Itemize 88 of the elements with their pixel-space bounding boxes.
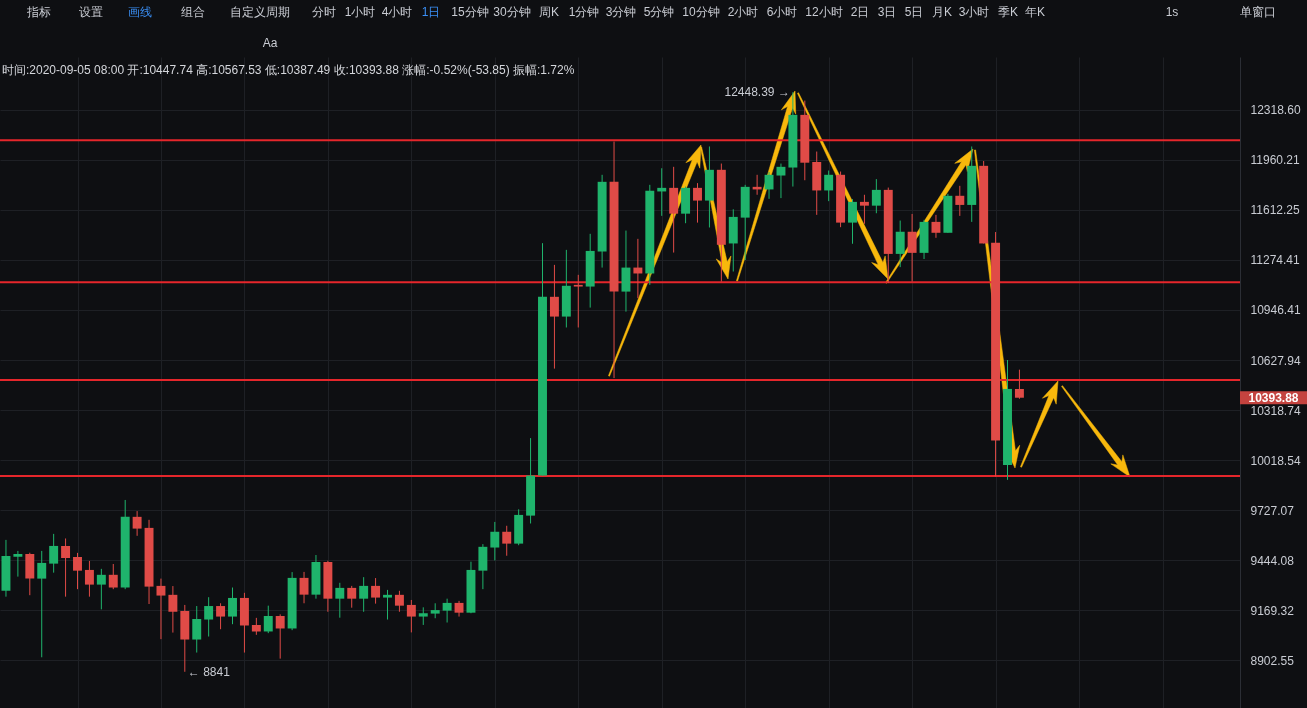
- candlestick: [335, 582, 345, 619]
- candlestick: [955, 185, 965, 217]
- y-tick-label: 8902.55: [1250, 653, 1295, 668]
- candlestick: [383, 589, 392, 621]
- candlestick: [931, 214, 941, 239]
- text: 30分钟: [493, 5, 531, 19]
- text: 5日: [904, 5, 924, 19]
- y-tick-label: 11274.41: [1250, 253, 1300, 268]
- text: 1小时: [344, 5, 376, 19]
- candlestick: [693, 182, 702, 224]
- candlestick: [848, 198, 857, 245]
- y-tick-label: 12318.60: [1250, 103, 1301, 118]
- text: 时间:2020-09-05 08:00 开:10447.74 高:10567.53 低:10387.49 收:10393.88 涨幅:-0.52%(-53.85) 振幅:1.72%: [2, 63, 575, 77]
- candlestick: [13, 550, 23, 578]
- y-tick-label: 11612.25: [1250, 203, 1300, 218]
- candlestick: [859, 194, 869, 225]
- candlestick: [299, 571, 309, 604]
- text: 2日: [850, 5, 870, 19]
- candlestick: [478, 543, 488, 590]
- text: 分时: [312, 5, 336, 19]
- candlestick: [394, 590, 404, 613]
- candlestick: [371, 577, 381, 605]
- text: 3小时: [958, 5, 990, 19]
- text: 12小时: [805, 5, 843, 19]
- candlestick: [73, 552, 82, 590]
- candlestick: [108, 563, 118, 590]
- candlestick: [84, 560, 94, 598]
- candlestick: [37, 550, 47, 658]
- candlestick: [192, 605, 202, 654]
- candlestick: [502, 525, 512, 557]
- candlestick: [895, 220, 905, 268]
- text: 10393.88: [1248, 390, 1299, 405]
- candlestick: [204, 596, 214, 638]
- y-tick-label: 9444.08: [1250, 553, 1295, 568]
- candlestick: [406, 599, 416, 633]
- text: 周K: [538, 5, 560, 19]
- text: 设置: [79, 5, 103, 19]
- candlestick: [549, 264, 559, 370]
- y-tick-label: 10627.94: [1250, 353, 1301, 368]
- text: 1s: [1165, 5, 1179, 19]
- candlestick: [1014, 369, 1024, 400]
- text: 画线: [128, 5, 152, 19]
- text: 6小时: [766, 5, 798, 19]
- candlestick: [347, 585, 357, 609]
- text: 3日: [877, 5, 897, 19]
- candlestick: [132, 510, 142, 537]
- candlestick: [824, 170, 834, 202]
- candlestick: [156, 578, 166, 640]
- text: 单窗口: [1240, 5, 1276, 19]
- candlestick: [764, 171, 774, 200]
- text: 组合: [181, 5, 205, 19]
- annotation: ← 8841: [187, 664, 231, 679]
- text: 指标: [26, 5, 51, 19]
- candlestick: [442, 598, 452, 624]
- candlestick: [776, 163, 786, 199]
- candlestick: [168, 585, 178, 634]
- text: 5分钟: [643, 5, 675, 19]
- candlestick: [96, 568, 106, 610]
- candlestick: [359, 576, 369, 613]
- text: 季K: [997, 5, 1019, 19]
- text: 1日: [421, 5, 441, 19]
- y-tick-label: 10318.74: [1250, 403, 1301, 418]
- y-tick-label: 11960.21: [1250, 153, 1300, 168]
- text: 2小时: [727, 5, 759, 19]
- text: 3分钟: [605, 5, 637, 19]
- text: 月K: [931, 5, 953, 19]
- text: 15分钟: [451, 5, 489, 19]
- candlestick: [216, 602, 226, 630]
- candlestick: [61, 537, 71, 598]
- y-tick-label: 9169.32: [1250, 603, 1295, 618]
- text: 1分钟: [568, 5, 600, 19]
- candlestick: [275, 613, 285, 660]
- text: 4小时: [381, 5, 413, 19]
- text: 年K: [1024, 5, 1046, 19]
- y-tick-label: 9727.07: [1250, 503, 1295, 518]
- candlestick: [228, 587, 237, 625]
- candlestick: [573, 274, 583, 328]
- candlestick: [907, 213, 917, 283]
- y-tick-label: 10946.41: [1250, 303, 1301, 318]
- text: 10分钟: [682, 5, 720, 19]
- text: Aa: [262, 36, 278, 50]
- candlestick: [49, 533, 59, 574]
- candlestick: [490, 521, 500, 561]
- candlestick: [871, 178, 881, 214]
- candlestick: [263, 605, 273, 634]
- annotation: 12448.39 →: [724, 85, 790, 100]
- y-tick-label: 10018.54: [1250, 453, 1301, 468]
- text: 自定义周期: [230, 5, 290, 19]
